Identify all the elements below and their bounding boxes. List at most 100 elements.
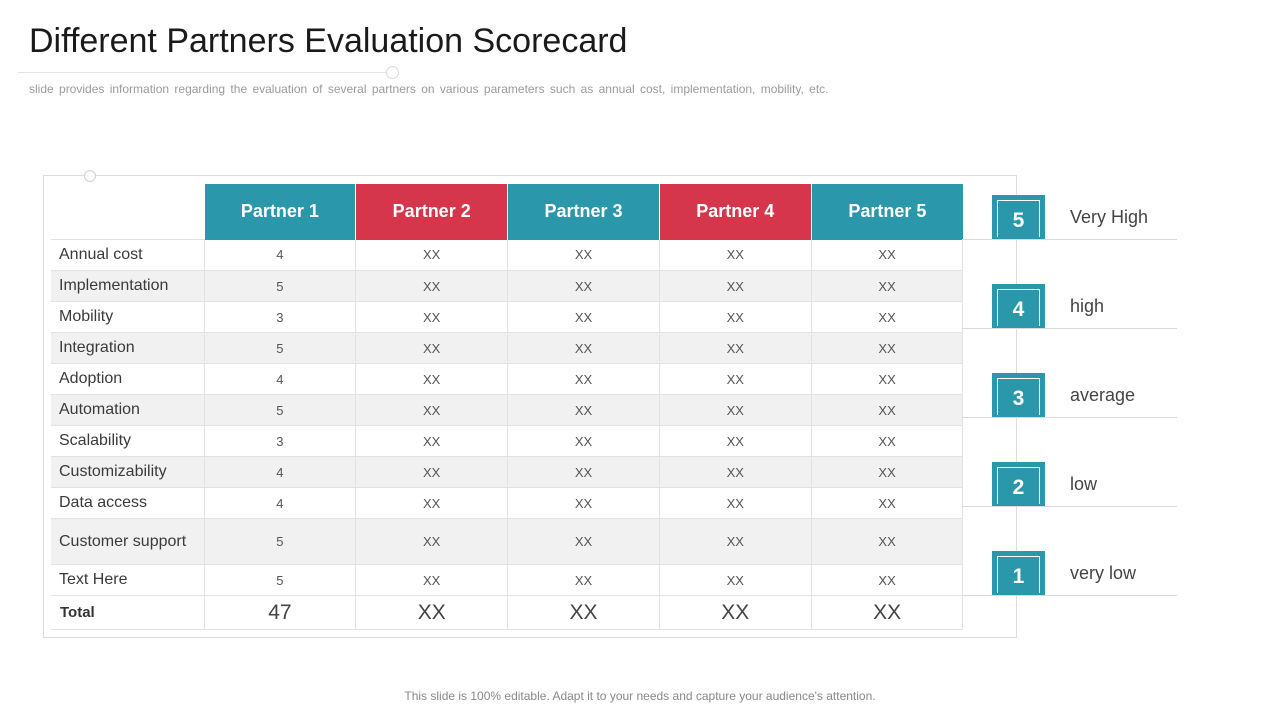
table-cell: XX — [811, 425, 964, 457]
table-row: Customizability 4 XX XX XX XX — [51, 456, 964, 488]
table-cell: XX — [355, 394, 509, 426]
legend-label: average — [1070, 385, 1136, 405]
table-cell: XX — [355, 518, 509, 565]
table-row: Mobility 3 XX XX XX XX — [51, 301, 964, 333]
table-cell: XX — [659, 518, 812, 565]
legend-item-high: 4 high — [962, 284, 1177, 329]
table-cell: XX — [811, 456, 964, 488]
row-label: Scalability — [51, 425, 205, 457]
table-cell: XX — [507, 456, 660, 488]
table-cell: XX — [507, 394, 660, 426]
table-cell: XX — [811, 487, 964, 519]
table-cell: XX — [355, 270, 509, 302]
legend-score: 3 — [1012, 387, 1025, 410]
table-cell: XX — [659, 456, 812, 488]
legend-score: 4 — [1012, 298, 1025, 321]
legend-divider — [962, 595, 1177, 596]
total-label: Total — [51, 595, 205, 630]
table-row: Scalability 3 XX XX XX XX — [51, 425, 964, 457]
table-cell: XX — [811, 301, 964, 333]
header-partner-5: Partner 5 — [810, 184, 963, 240]
table-cell: 5 — [204, 270, 357, 302]
table-cell: 5 — [204, 394, 357, 426]
title-divider-dot — [386, 66, 399, 79]
table-cell: 5 — [204, 564, 357, 596]
legend-label: Very High — [1070, 207, 1149, 227]
legend-score-box: 4 — [992, 284, 1045, 328]
legend-divider — [962, 506, 1177, 507]
legend-divider — [962, 417, 1177, 418]
table-cell: 4 — [204, 239, 357, 271]
table-cell: XX — [811, 518, 964, 565]
legend-score: 2 — [1012, 476, 1025, 499]
table-row: Integration 5 XX XX XX XX — [51, 332, 964, 364]
table-cell: XX — [507, 518, 660, 565]
table-cell: XX — [355, 363, 509, 395]
legend-score: 5 — [1012, 209, 1025, 232]
table-cell: XX — [507, 363, 660, 395]
legend-label: very low — [1070, 563, 1137, 583]
row-label: Customizability — [51, 456, 205, 488]
row-label: Implementation — [51, 270, 205, 302]
table-cell: XX — [659, 425, 812, 457]
table-cell: XX — [659, 363, 812, 395]
row-label: Customer support — [51, 518, 205, 565]
legend-score-box: 3 — [992, 373, 1045, 417]
table-cell: XX — [659, 239, 812, 271]
table-cell: XX — [811, 394, 964, 426]
table-cell: 3 — [204, 301, 357, 333]
table-header-row: Partner 1 Partner 2 Partner 3 Partner 4 … — [51, 184, 963, 240]
table-cell: XX — [659, 332, 812, 364]
slide-subtitle: slide provides information regarding the… — [29, 82, 829, 96]
total-cell: XX — [507, 595, 660, 630]
table-row: Data access 4 XX XX XX XX — [51, 487, 964, 519]
table-cell: XX — [659, 270, 812, 302]
table-cell: XX — [811, 363, 964, 395]
table-cell: 5 — [204, 332, 357, 364]
table-cell: XX — [355, 564, 509, 596]
table-row: Automation 5 XX XX XX XX — [51, 394, 964, 426]
table-cell: XX — [507, 332, 660, 364]
table-cell: XX — [355, 332, 509, 364]
total-cell: XX — [811, 595, 964, 630]
legend-score-box: 5 — [992, 195, 1045, 239]
header-partner-3: Partner 3 — [507, 184, 660, 240]
total-cell: XX — [355, 595, 509, 630]
table-cell: 4 — [204, 363, 357, 395]
row-label: Automation — [51, 394, 205, 426]
total-cell: 47 — [204, 595, 357, 630]
slide-footer: This slide is 100% editable. Adapt it to… — [404, 689, 876, 703]
table-cell: 4 — [204, 487, 357, 519]
table-cell: XX — [355, 456, 509, 488]
row-label: Mobility — [51, 301, 205, 333]
row-label: Adoption — [51, 363, 205, 395]
table-cell: XX — [507, 425, 660, 457]
table-cell: XX — [659, 301, 812, 333]
total-cell: XX — [659, 595, 812, 630]
header-partner-1: Partner 1 — [203, 184, 356, 240]
legend-item-very-high: 5 Very High — [962, 195, 1177, 240]
header-corner — [51, 184, 204, 240]
table-cell: XX — [659, 564, 812, 596]
row-label: Annual cost — [51, 239, 205, 271]
table-cell: XX — [659, 394, 812, 426]
table-cell: XX — [811, 239, 964, 271]
scorecard-table: Partner 1 Partner 2 Partner 3 Partner 4 … — [51, 184, 964, 630]
legend-label: low — [1070, 474, 1098, 494]
table-cell: XX — [355, 301, 509, 333]
header-partner-4: Partner 4 — [658, 184, 812, 240]
table-cell: 4 — [204, 456, 357, 488]
total-row: Total 47 XX XX XX XX — [51, 595, 964, 630]
row-label: Text Here — [51, 564, 205, 596]
table-cell: XX — [659, 487, 812, 519]
table-cell: XX — [507, 301, 660, 333]
legend-divider — [962, 328, 1177, 329]
legend-label: high — [1070, 296, 1105, 316]
table-row: Adoption 4 XX XX XX XX — [51, 363, 964, 395]
table-cell: XX — [355, 425, 509, 457]
legend-score-box: 1 — [992, 551, 1045, 595]
table-cell: 5 — [204, 518, 357, 565]
row-label: Integration — [51, 332, 205, 364]
table-cell: XX — [507, 487, 660, 519]
table-cell: XX — [355, 239, 509, 271]
